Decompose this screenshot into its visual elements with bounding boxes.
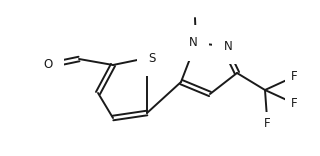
Text: F: F [291, 70, 298, 83]
Text: N: N [224, 39, 232, 53]
Text: F: F [264, 117, 271, 130]
Text: F: F [291, 97, 298, 110]
Text: N: N [188, 37, 197, 49]
Text: S: S [148, 51, 156, 64]
Text: O: O [44, 58, 52, 71]
